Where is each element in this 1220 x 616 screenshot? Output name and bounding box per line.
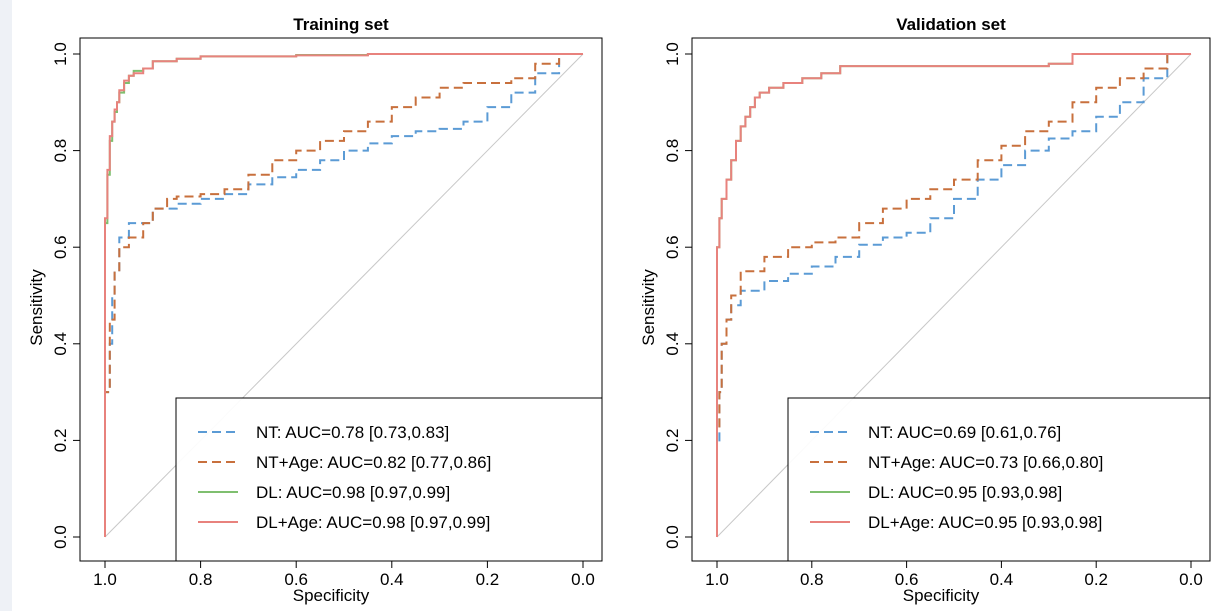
- series-line-2: [104, 53, 583, 537]
- roc-panel-1: Training set 1.0 0.8 0.6 0.4 0.2 0.0 0.0 0.2 0.4 0…: [27, 15, 603, 605]
- x-tick-label: 1.0: [93, 570, 117, 589]
- x-tick-label: 0.8: [800, 570, 824, 589]
- legend-entry-label: NT: AUC=0.69 [0.61,0.76]: [868, 423, 1061, 442]
- x-tick-label: 0.2: [1084, 570, 1108, 589]
- legend: NT: AUC=0.78 [0.73,0.83] NT+Age: AUC=0.82…: [175, 397, 603, 562]
- x-tick-label: 0.6: [895, 570, 919, 589]
- x-tick-label: 0.6: [284, 570, 308, 589]
- x-axis-label: Specificity: [903, 586, 980, 605]
- y-axis-label: Sensitivity: [27, 269, 46, 346]
- legend-box: [175, 397, 603, 562]
- legend-entry-label: NT+Age: AUC=0.73 [0.66,0.80]: [868, 453, 1103, 472]
- x-tick-label: 0.8: [189, 570, 213, 589]
- page-edge-strip: [0, 0, 12, 611]
- y-tick-label: 0.2: [51, 429, 70, 453]
- y-tick-label: 0.4: [51, 332, 70, 356]
- x-tick-label: 1.0: [705, 570, 729, 589]
- y-tick-label: 0.6: [663, 235, 682, 259]
- y-tick-label: 0.4: [663, 332, 682, 356]
- chart-title: Training set: [293, 15, 389, 34]
- y-tick-label: 0.6: [51, 235, 70, 259]
- legend-entry-label: NT+Age: AUC=0.82 [0.77,0.86]: [256, 453, 491, 472]
- series-line-4: [104, 53, 583, 537]
- legend-entry-label: NT: AUC=0.78 [0.73,0.83]: [256, 423, 449, 442]
- x-tick-label: 0.0: [1179, 570, 1203, 589]
- y-tick-label: 1.0: [51, 42, 70, 66]
- y-tick-label: 0.8: [51, 139, 70, 163]
- x-tick-label: 0.4: [990, 570, 1014, 589]
- x-tick-label: 0.4: [380, 570, 404, 589]
- series-line-2: [716, 53, 1191, 537]
- x-tick-label: 0.2: [476, 570, 500, 589]
- x-tick-label: 0.0: [571, 570, 595, 589]
- y-tick-label: 0.8: [663, 139, 682, 163]
- x-axis-label: Specificity: [293, 586, 370, 605]
- legend-entry-label: DL+Age: AUC=0.95 [0.93,0.98]: [868, 513, 1102, 532]
- chart-title: Validation set: [896, 15, 1006, 34]
- legend-box: [787, 397, 1211, 562]
- y-tick-label: 0.0: [51, 525, 70, 549]
- y-tick-label: 1.0: [663, 42, 682, 66]
- y-tick-label: 0.0: [663, 525, 682, 549]
- series-line-4: [716, 53, 1191, 537]
- legend-entry-label: DL: AUC=0.95 [0.93,0.98]: [868, 483, 1062, 502]
- legend-entry-label: DL+Age: AUC=0.98 [0.97,0.99]: [256, 513, 490, 532]
- legend-entry-label: DL: AUC=0.98 [0.97,0.99]: [256, 483, 450, 502]
- y-axis-label: Sensitivity: [639, 269, 658, 346]
- y-tick-label: 0.2: [663, 429, 682, 453]
- legend: NT: AUC=0.69 [0.61,0.76] NT+Age: AUC=0.73…: [787, 397, 1211, 562]
- roc-panel-2: Validation set 1.0 0.8 0.6 0.4 0.2 0.0 0.0 0.2 0.…: [639, 15, 1211, 605]
